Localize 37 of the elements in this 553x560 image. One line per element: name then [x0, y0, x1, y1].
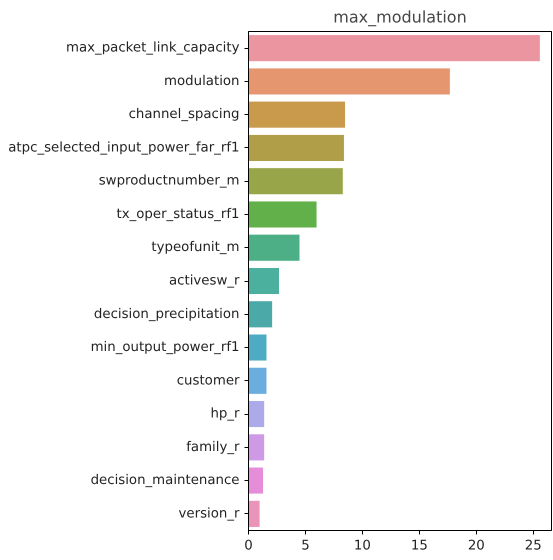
bar	[248, 34, 540, 62]
x-tick-label: 10	[354, 538, 371, 554]
bar	[248, 400, 265, 428]
y-tick-label: min_output_power_rf1	[90, 340, 240, 356]
x-tick-label: 25	[524, 538, 542, 554]
x-tick-label: 15	[410, 538, 428, 554]
bar	[248, 500, 260, 528]
y-tick-label: tx_oper_status_rf1	[116, 206, 240, 222]
bar	[248, 200, 318, 228]
y-tick-label: activesw_r	[169, 274, 240, 288]
y-tick-label: max_packet_link_capacity	[66, 40, 240, 56]
bar	[248, 334, 267, 362]
bar	[248, 101, 346, 128]
y-tick-label: decision_maintenance	[90, 473, 240, 488]
bar	[248, 467, 264, 494]
bar	[248, 434, 265, 461]
y-tick-label: decision_precipitation	[94, 306, 240, 322]
y-tick-label: channel_spacing	[128, 107, 240, 122]
bar	[248, 367, 267, 394]
y-tick-label: customer	[176, 373, 240, 388]
bar	[248, 168, 344, 195]
bar	[248, 267, 280, 295]
y-tick-label: hp_r	[210, 406, 240, 422]
y-tick-label: typeofunit_m	[151, 240, 240, 256]
bar	[248, 68, 450, 95]
bar	[248, 300, 273, 328]
x-tick-label: 20	[468, 538, 485, 554]
y-tick-label: family_r	[186, 440, 240, 455]
y-tick-label: atpc_selected_input_power_far_rf1	[8, 140, 240, 156]
y-tick-label: swproductnumber_m	[98, 174, 240, 189]
y-tick-label: modulation	[164, 74, 240, 89]
x-tick-label: 5	[301, 538, 310, 554]
bar	[248, 234, 300, 262]
x-tick-label: 0	[244, 538, 253, 554]
y-tick-label: version_r	[178, 506, 240, 522]
bar	[248, 134, 344, 162]
chart-title: max_modulation	[333, 8, 467, 26]
